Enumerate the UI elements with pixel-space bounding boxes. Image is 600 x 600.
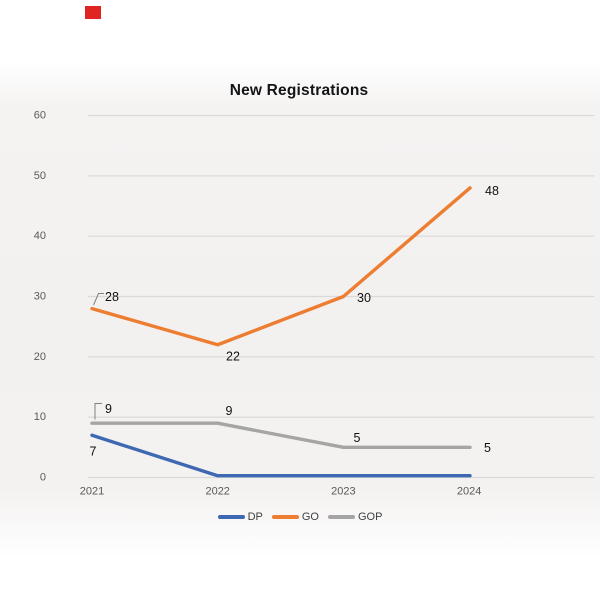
data-label-GO-2024: 48	[485, 184, 499, 198]
red-marker	[85, 6, 101, 19]
y-tick-label: 50	[34, 170, 46, 182]
data-label-GOP-2021: 9	[105, 402, 112, 416]
x-tick-label: 2022	[205, 486, 229, 498]
data-label-GO-2023: 30	[357, 291, 371, 305]
y-tick-label: 60	[34, 110, 46, 122]
data-label-GO-2022: 22	[226, 350, 240, 364]
legend-label: DP	[247, 511, 263, 523]
data-label-GO-2021: 28	[105, 290, 119, 304]
series-line-GOP	[90, 421, 472, 450]
data-label-GOP-2022: 9	[226, 404, 233, 418]
legend-label: GO	[301, 511, 319, 523]
legend-label: GOP	[357, 511, 383, 523]
legend-swatch-GOP	[327, 515, 355, 519]
legend-item-GOP: GOP	[327, 511, 383, 523]
data-label-GOP-2024: 5	[484, 441, 491, 455]
chart-legend: DP GO GOP	[0, 511, 600, 523]
series-line-DP	[90, 433, 472, 478]
label-leader-line	[94, 403, 102, 420]
data-label-DP-2021: 7	[90, 445, 97, 459]
label-leader-line	[93, 293, 104, 306]
y-tick-label: 40	[34, 230, 46, 242]
data-label-GOP-2023: 5	[354, 431, 361, 445]
y-tick-label: 20	[34, 351, 46, 363]
legend-swatch-GO	[271, 515, 299, 519]
x-tick-label: 2023	[331, 486, 355, 498]
x-tick-label: 2024	[457, 486, 481, 498]
y-tick-label: 30	[34, 291, 46, 303]
legend-item-DP: DP	[217, 511, 263, 523]
chart-title: New Registrations	[229, 82, 369, 99]
x-tick-label: 2021	[80, 486, 104, 498]
legend-item-GO: GO	[271, 511, 319, 523]
legend-swatch-DP	[217, 515, 245, 519]
y-tick-label: 10	[34, 411, 46, 423]
y-tick-label: 0	[40, 472, 46, 484]
series-line-GO	[90, 186, 472, 347]
